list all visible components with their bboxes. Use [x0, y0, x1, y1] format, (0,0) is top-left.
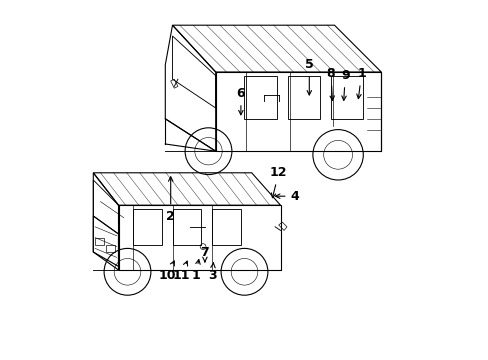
Text: 7: 7 [200, 246, 209, 262]
Text: 11: 11 [172, 261, 190, 282]
Text: 10: 10 [158, 261, 176, 282]
Text: 1: 1 [191, 260, 200, 282]
Text: 8: 8 [326, 67, 335, 100]
Text: 9: 9 [340, 69, 349, 100]
Text: 2: 2 [166, 177, 175, 222]
Text: 6: 6 [236, 87, 244, 115]
Text: 1: 1 [356, 67, 365, 99]
Text: 4: 4 [275, 190, 299, 203]
Text: 12: 12 [269, 166, 287, 198]
Text: 5: 5 [305, 58, 313, 95]
Bar [106, 245, 115, 252]
Bar [95, 238, 104, 245]
Text: 3: 3 [207, 263, 216, 282]
